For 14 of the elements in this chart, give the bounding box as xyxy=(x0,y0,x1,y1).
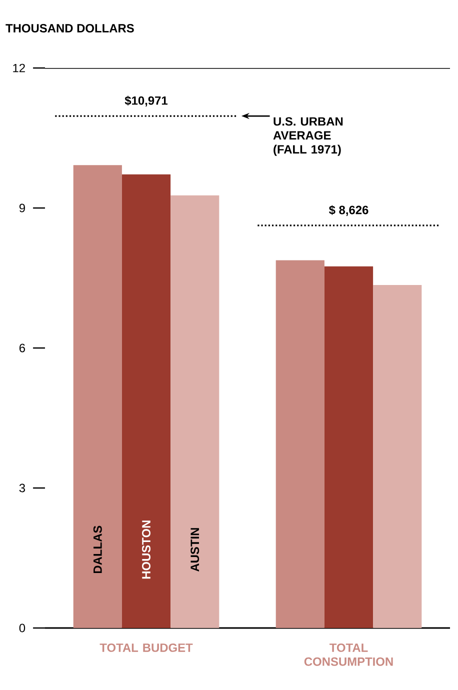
annotation: U.S. URBAN AVERAGE (FALL 1971) xyxy=(273,117,343,156)
y-axis-title: THOUSAND DOLLARS xyxy=(6,24,134,32)
y-tick-label: 6 xyxy=(20,344,26,352)
x-tick-label: TOTAL CONSUMPTION xyxy=(304,643,393,666)
series-label: HOUSTON xyxy=(142,520,150,579)
x-tick-label: TOTAL BUDGET xyxy=(100,643,193,652)
y-tick-label: 0 xyxy=(19,624,26,632)
ref-line-label: $ 8,626 xyxy=(328,205,368,216)
series-label: AUSTIN xyxy=(190,528,200,572)
y-tick-label: 12 xyxy=(13,64,25,72)
y-tick-label: 3 xyxy=(19,484,26,492)
y-tick-label: 9 xyxy=(19,204,25,212)
series-label: DALLAS xyxy=(93,526,102,574)
ref-line-label: $10,971 xyxy=(124,96,168,107)
